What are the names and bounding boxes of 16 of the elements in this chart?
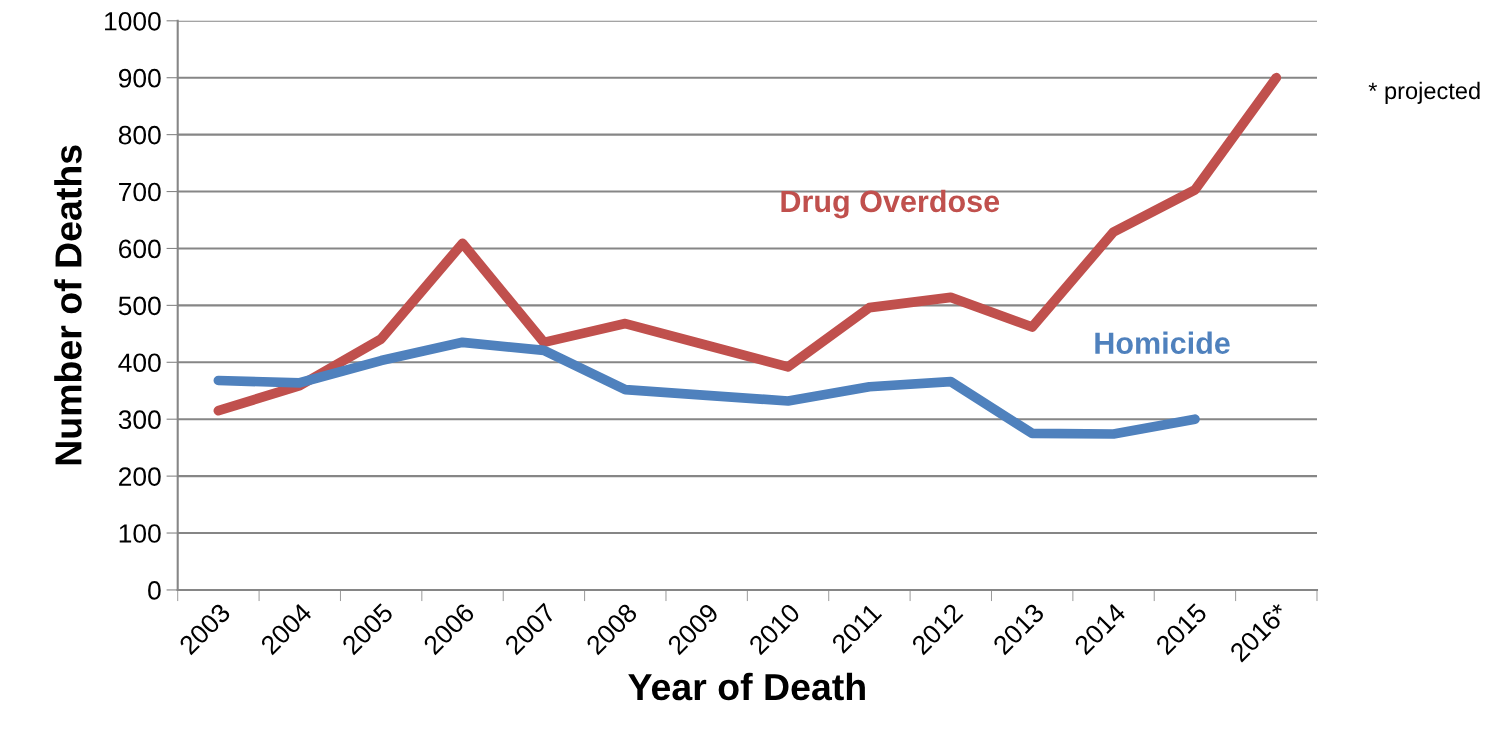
- y-tick-label: 900: [118, 68, 161, 88]
- text: Drug Overdose: [781, 189, 1000, 219]
- y-tick-label: 800: [118, 125, 161, 145]
- text: Homicide: [1095, 331, 1230, 354]
- y-tick-label: 1000: [105, 11, 161, 31]
- y-tick-label: 0: [148, 581, 161, 600]
- y-tick-label: 300: [118, 410, 161, 430]
- x-axis-title: Year of Death: [628, 672, 865, 701]
- y-tick-label: 600: [119, 239, 161, 259]
- y-tick-label: 100: [119, 524, 161, 543]
- y-tick-label: 200: [119, 467, 161, 486]
- y-tick-label: 500: [118, 296, 161, 316]
- y-tick-label: 400: [118, 353, 161, 373]
- y-axis-title: Number of Deaths: [54, 145, 82, 465]
- text: * projected: [1368, 81, 1480, 104]
- y-tick-label: 700: [119, 182, 161, 202]
